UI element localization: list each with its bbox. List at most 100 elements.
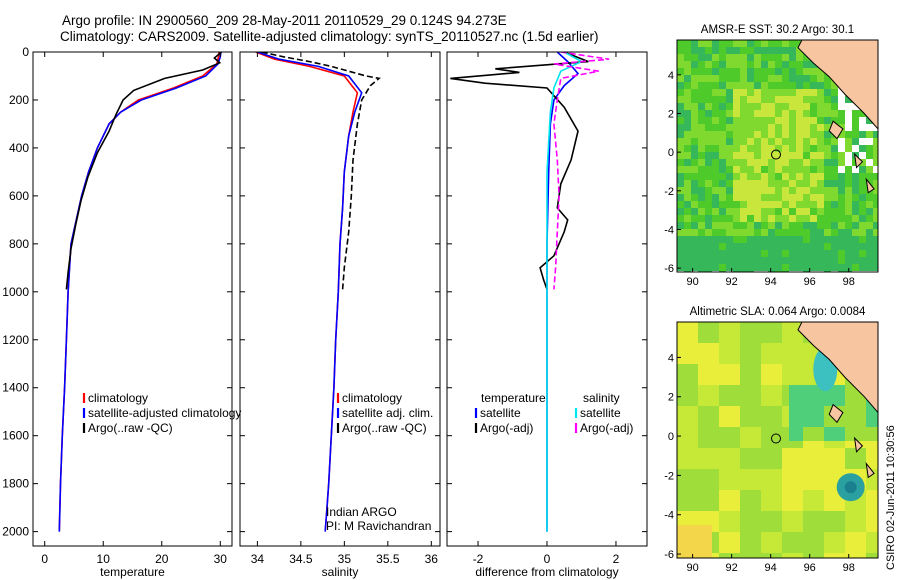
map-cell [677,236,685,244]
map-cell [754,518,762,526]
map-cell [726,103,734,111]
map-cell [733,497,741,505]
map-cell [852,504,860,512]
map-cell [838,131,846,139]
map-cell [691,336,699,344]
map-cell [859,187,867,195]
map-cell [775,222,783,230]
map-cell [691,469,699,477]
map-cell [824,483,832,491]
map-cell [852,131,860,139]
map-cell [712,406,720,414]
map-cell [817,159,825,167]
map-cell [726,413,734,421]
map-cell [824,546,832,554]
map-cell [747,166,755,174]
map-cell [859,110,867,118]
map-cell [768,96,776,104]
map-cell [775,187,783,195]
map-cell [817,103,825,111]
map-cell [845,518,853,526]
map-cell [824,518,832,526]
map-cell [677,215,685,223]
y-tick-label: 1200 [2,333,29,347]
map-cell [705,490,713,498]
map-cell [677,399,685,407]
map-cell [761,75,769,83]
map-cell [747,138,755,146]
map-cell [740,96,748,104]
map-cell [754,250,762,258]
map-cell [796,546,804,554]
map-cell [873,229,878,237]
map-cell [810,553,818,558]
map-cell [845,264,853,272]
map-cell [712,392,720,400]
map-cell [698,413,706,421]
map-cell [740,448,748,456]
map-cell [775,357,783,365]
map-cell [740,322,748,330]
map-cell [754,406,762,414]
map-cell [810,350,818,358]
map-cell [740,399,748,407]
map-cell [789,222,797,230]
map-cell [684,187,692,195]
map-cell [761,96,769,104]
map-cell [824,166,832,174]
map-cell [775,152,783,160]
map-cell [768,378,776,386]
map-cell [838,427,846,435]
map-cell [796,96,804,104]
map-cell [768,243,776,251]
map-cell [810,201,818,209]
map-cell [726,89,734,97]
map-cell [677,173,685,181]
map-cell [705,236,713,244]
map-cell [712,215,720,223]
map-cell [698,117,706,125]
map-cell [796,525,804,533]
map-cell [691,257,699,265]
map-cell [866,413,874,421]
map-cell [733,243,741,251]
map-cell [782,194,790,202]
map-cell [796,124,804,132]
map-cell [712,483,720,491]
map-cell [782,180,790,188]
map-cell [810,89,818,97]
map-cell [824,553,832,558]
map-cell [866,462,874,470]
map-cell [733,103,741,111]
map-cell [705,511,713,519]
map-cell [740,180,748,188]
map-cell [761,194,769,202]
map-cell [803,264,811,272]
map-cell [726,441,734,449]
map-cell [852,462,860,470]
map-cell [873,222,878,230]
map-cell [817,117,825,125]
map-cell [719,201,727,209]
map-cell [817,413,825,421]
map-cell [747,68,755,76]
map-cell [782,469,790,477]
map-cell [740,518,748,526]
map-cell [761,47,769,55]
map-cell [754,546,762,554]
map-cell [712,525,720,533]
map-cell [803,152,811,160]
map-cell [747,427,755,435]
map-cell [845,187,853,195]
map-cell [866,257,874,265]
map-cell [768,215,776,223]
map-cell [859,166,867,174]
map-cell [719,399,727,407]
map-cell [698,187,706,195]
map-cell [719,511,727,519]
map-cell [719,47,727,55]
map-cell [768,159,776,167]
map-cell [698,152,706,160]
map-cell [684,124,692,132]
map-cell [775,173,783,181]
